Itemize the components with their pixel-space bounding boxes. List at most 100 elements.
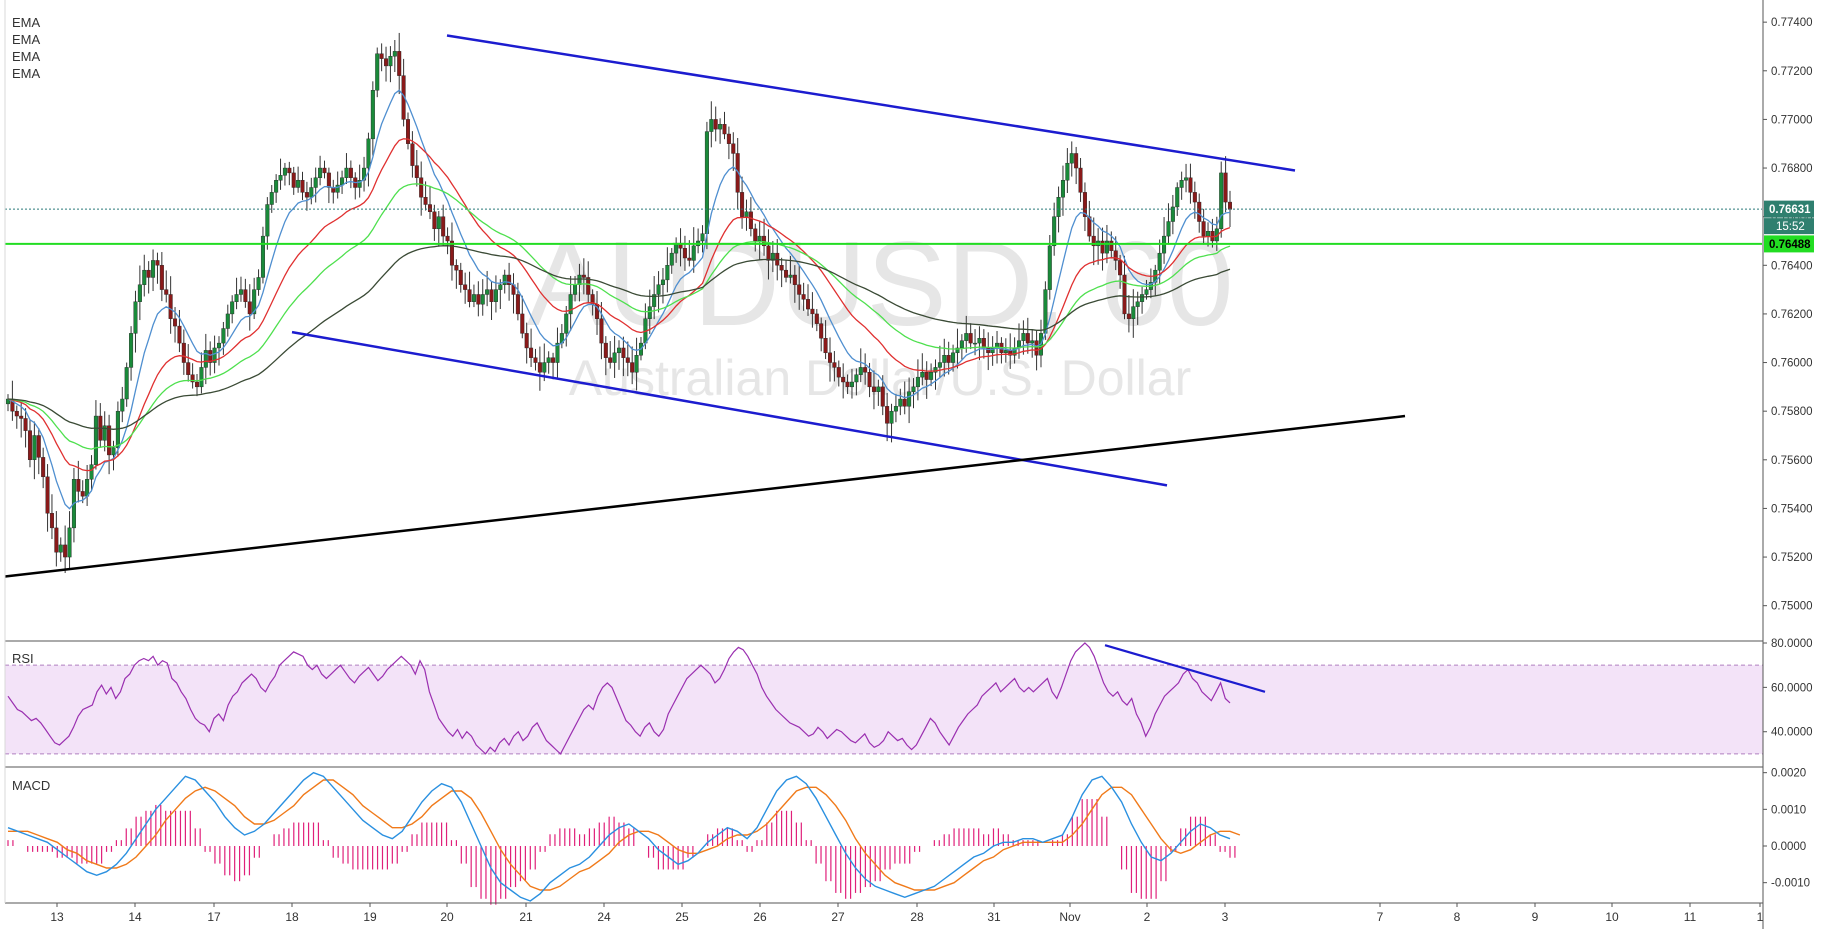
time-tick-label: 27 bbox=[831, 910, 845, 924]
candle-body bbox=[1197, 201, 1202, 222]
candle-body bbox=[111, 447, 116, 456]
macd-tick-label: 0.0010 bbox=[1771, 804, 1806, 816]
time-tick-label: 24 bbox=[597, 910, 611, 924]
macd-panel-label: MACD bbox=[12, 778, 50, 793]
candle-body bbox=[291, 172, 296, 188]
candle-body bbox=[827, 352, 832, 363]
candle-body bbox=[1104, 240, 1109, 254]
macd-tick-label: 0.0020 bbox=[1771, 768, 1806, 780]
candle-body bbox=[533, 357, 538, 363]
price-tick-label: 0.77400 bbox=[1771, 17, 1813, 29]
candle-body bbox=[216, 342, 221, 349]
ema-fast-line bbox=[7, 89, 1231, 510]
candle-body bbox=[458, 269, 463, 285]
price-tick-label: 0.75000 bbox=[1771, 601, 1813, 613]
candle-body bbox=[480, 294, 485, 305]
candle-body bbox=[36, 435, 41, 458]
rsi-divergence-trendline[interactable] bbox=[1104, 644, 1266, 693]
time-tick-label: 1 bbox=[1757, 910, 1764, 924]
candle-body bbox=[599, 318, 604, 344]
candle-body bbox=[485, 289, 490, 295]
candle-body bbox=[621, 347, 626, 358]
macd-axis[interactable]: 0.0020 0.0010 0.0000 -0.0010 bbox=[1763, 768, 1810, 890]
candle-body bbox=[186, 362, 191, 375]
candle-body bbox=[476, 294, 481, 305]
ema-legend: EMA EMA EMA EMA bbox=[12, 15, 41, 81]
candle-body bbox=[1223, 172, 1228, 203]
candle-body bbox=[1069, 153, 1074, 164]
candle-body bbox=[1140, 294, 1145, 302]
candle-body bbox=[269, 192, 274, 205]
time-tick-label: 10 bbox=[1605, 910, 1619, 924]
candle-body bbox=[366, 138, 371, 169]
candle-body bbox=[454, 265, 459, 271]
rsi-tick-label: 40.0000 bbox=[1771, 727, 1813, 739]
candle-body bbox=[199, 367, 204, 388]
candle-body bbox=[871, 386, 876, 392]
time-axis[interactable]: 13 14 17 18 19 20 21 24 25 26 27 28 31 Nov 2 3 7 8 9 10 11 1 bbox=[50, 903, 1764, 924]
candle-body bbox=[414, 165, 419, 178]
last-price-badge: 0.76631 15:52 bbox=[1764, 200, 1814, 235]
candle-body bbox=[27, 430, 32, 461]
candle-body bbox=[564, 313, 569, 334]
time-tick-label: 2 bbox=[1144, 910, 1151, 924]
candle-body bbox=[788, 274, 793, 278]
candle-body bbox=[300, 179, 305, 193]
macd-tick-label: 0.0000 bbox=[1771, 841, 1806, 853]
candle-body bbox=[1021, 333, 1026, 341]
candle-body bbox=[449, 240, 454, 266]
candle-body bbox=[423, 197, 428, 205]
candle-body bbox=[335, 184, 340, 193]
candle-body bbox=[867, 372, 872, 388]
support-price-label: 0.76488 bbox=[1769, 239, 1811, 251]
price-tick-label: 0.75800 bbox=[1771, 406, 1813, 418]
candle-body bbox=[146, 269, 151, 278]
candle-body bbox=[256, 277, 261, 290]
long-term-support-trendline[interactable] bbox=[4, 414, 1406, 578]
candle-body bbox=[304, 192, 309, 198]
candle-body bbox=[520, 313, 525, 334]
candle-body bbox=[309, 187, 314, 198]
candle-body bbox=[1188, 177, 1193, 193]
candle-body bbox=[902, 398, 907, 407]
candle-body bbox=[1082, 192, 1087, 217]
candle-body bbox=[660, 279, 665, 285]
candle-body bbox=[388, 55, 393, 67]
candle-body bbox=[551, 357, 556, 363]
candle-body bbox=[669, 252, 674, 266]
candle-body bbox=[278, 175, 283, 181]
candle-body bbox=[49, 513, 54, 529]
candle-body bbox=[260, 235, 265, 278]
candle-body bbox=[889, 410, 894, 424]
candle-body bbox=[841, 376, 846, 383]
candle-body bbox=[1179, 179, 1184, 188]
candle-body bbox=[1206, 231, 1211, 237]
ema-legend-2: EMA bbox=[12, 32, 41, 47]
candle-body bbox=[164, 289, 169, 295]
candle-body bbox=[832, 362, 837, 368]
candle-body bbox=[687, 257, 692, 261]
candle-body bbox=[247, 301, 252, 315]
rsi-axis[interactable]: 80.0000 60.0000 40.0000 bbox=[1763, 638, 1813, 739]
candle-body bbox=[612, 352, 617, 363]
candle-body bbox=[617, 347, 622, 354]
candle-body bbox=[379, 53, 384, 59]
candle-body bbox=[555, 342, 560, 363]
candle-body bbox=[744, 211, 749, 217]
candle-body bbox=[384, 58, 389, 67]
ema-slow-line bbox=[7, 183, 1231, 450]
rsi-tick-label: 80.0000 bbox=[1771, 638, 1813, 650]
candle-body bbox=[392, 51, 397, 57]
time-tick-label: 3 bbox=[1222, 910, 1229, 924]
candle-body bbox=[1074, 153, 1079, 169]
time-tick-label: 31 bbox=[987, 910, 1001, 924]
resistance-trendline[interactable] bbox=[446, 34, 1296, 172]
candle-body bbox=[1166, 221, 1171, 237]
candle-body bbox=[432, 211, 437, 230]
candle-body bbox=[445, 235, 450, 242]
candle-body bbox=[757, 235, 762, 242]
candle-body bbox=[1100, 240, 1105, 254]
candle-body bbox=[467, 289, 472, 302]
candle-body bbox=[463, 284, 468, 290]
